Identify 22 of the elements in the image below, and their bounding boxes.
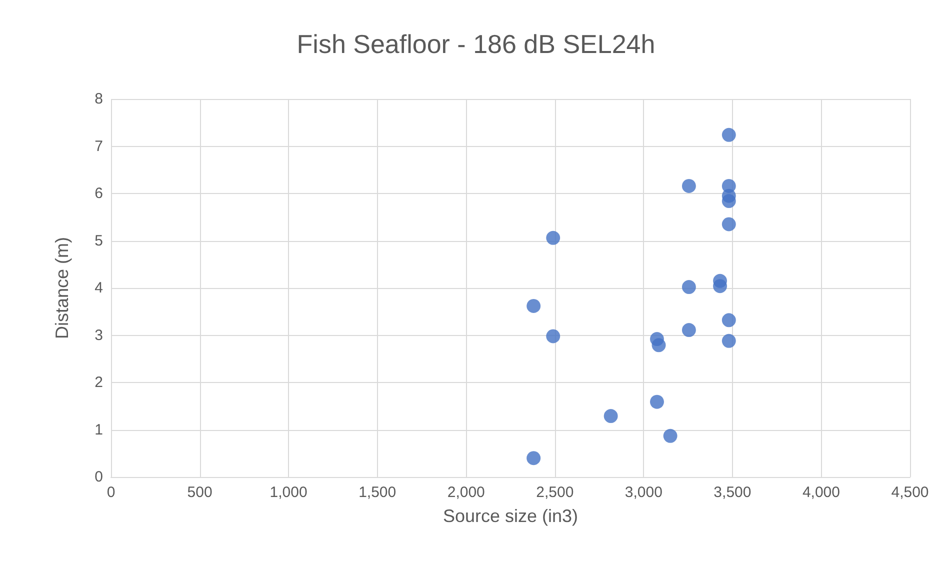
x-tick-label: 4,000: [802, 484, 840, 501]
y-tick-label: 1: [94, 421, 103, 438]
x-tick-label: 4,500: [891, 484, 929, 501]
y-tick-label: 7: [94, 138, 103, 155]
y-tick-label: 3: [94, 326, 103, 344]
x-axis-title: Source size (in3): [442, 506, 578, 526]
x-tick-label: 3,000: [624, 484, 662, 501]
x-tick-label: 0: [106, 484, 116, 501]
chart-title: Fish Seafloor - 186 dB SEL24h: [296, 29, 656, 59]
x-tick-label: 2,500: [536, 484, 574, 501]
y-axis-title: Distance (m): [52, 236, 72, 340]
y-tick-label: 2: [94, 374, 103, 391]
y-tick-label: 5: [94, 232, 103, 250]
y-tick-label: 4: [94, 280, 103, 296]
x-tick-label: 1,500: [358, 484, 396, 501]
x-tick-label: 1,000: [270, 484, 308, 501]
y-tick-label: 6: [94, 185, 103, 202]
x-tick-label: 3,500: [714, 484, 752, 501]
y-tick-label: 0: [94, 468, 103, 486]
x-tick-label: 2,000: [447, 484, 485, 501]
y-tick-label: 8: [94, 90, 103, 108]
x-tick-label: 500: [187, 484, 212, 501]
